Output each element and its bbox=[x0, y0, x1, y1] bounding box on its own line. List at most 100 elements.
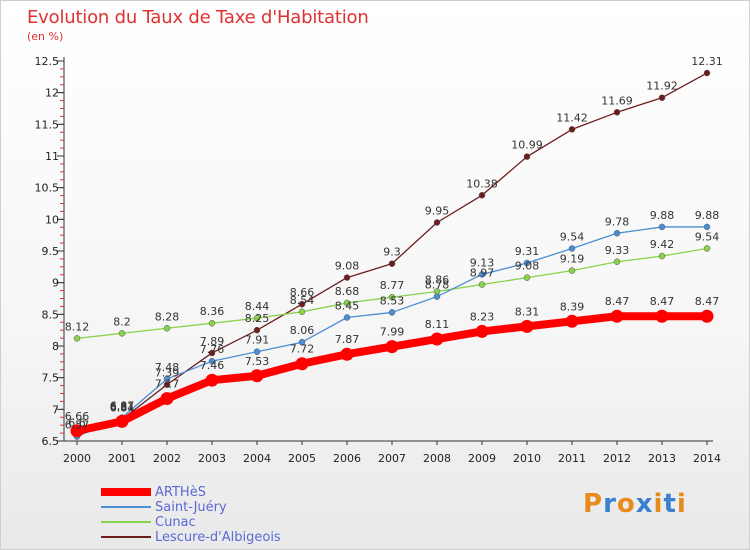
logo-letter: i bbox=[653, 489, 664, 519]
series-2 bbox=[73, 245, 711, 342]
data-label: 6.81 bbox=[110, 400, 135, 413]
data-point bbox=[343, 299, 351, 307]
y-tick-label: 10.5 bbox=[35, 182, 60, 195]
data-label: 8.97 bbox=[470, 267, 495, 280]
data-label: 9.08 bbox=[335, 260, 360, 273]
x-tick-label: 2004 bbox=[243, 452, 271, 465]
data-point bbox=[295, 357, 309, 371]
data-point bbox=[433, 293, 441, 300]
x-tick-label: 2008 bbox=[423, 452, 451, 465]
data-label: 8.54 bbox=[290, 294, 315, 307]
data-point bbox=[298, 338, 306, 346]
legend-swatch bbox=[101, 521, 151, 523]
data-point bbox=[658, 223, 666, 231]
data-point bbox=[343, 314, 351, 321]
data-point bbox=[70, 424, 84, 438]
data-label: 8.78 bbox=[425, 279, 450, 292]
y-tick-label: 12.5 bbox=[35, 55, 60, 68]
logo-letter: r bbox=[603, 489, 617, 519]
chart-subtitle: (en %) bbox=[27, 30, 64, 43]
data-label: 11.69 bbox=[601, 94, 633, 107]
data-label: 6.87 bbox=[110, 400, 135, 413]
y-tick-label: 8 bbox=[52, 340, 59, 353]
x-tick-label: 2002 bbox=[153, 452, 181, 465]
data-point bbox=[73, 335, 81, 342]
data-label: 8.66 bbox=[290, 286, 315, 299]
data-point bbox=[208, 319, 216, 327]
legend-label: Saint-Juéry bbox=[155, 500, 227, 515]
data-point bbox=[298, 308, 306, 316]
data-point bbox=[160, 392, 174, 406]
data-label: 9.54 bbox=[560, 230, 585, 243]
data-point bbox=[703, 69, 711, 77]
data-label: 6.57 bbox=[65, 419, 90, 432]
data-point bbox=[343, 274, 351, 281]
data-label: 7.72 bbox=[290, 343, 315, 356]
y-tick-label: 12 bbox=[45, 87, 59, 100]
x-tick-label: 2007 bbox=[378, 452, 406, 465]
data-point bbox=[613, 109, 621, 116]
data-label: 8.86 bbox=[425, 274, 450, 287]
data-label: 8.28 bbox=[155, 310, 180, 323]
data-point bbox=[208, 357, 216, 365]
data-label: 9.13 bbox=[470, 256, 495, 269]
proxiti-logo: Proxiti bbox=[583, 489, 687, 519]
x-tick-label: 2009 bbox=[468, 452, 496, 465]
y-tick-label: 9.5 bbox=[42, 245, 60, 258]
data-point bbox=[568, 267, 576, 274]
logo-letter: i bbox=[676, 489, 687, 519]
data-point bbox=[520, 319, 534, 333]
data-label: 9.31 bbox=[515, 245, 540, 258]
data-point bbox=[700, 309, 714, 323]
x-tick-label: 2013 bbox=[648, 452, 676, 465]
data-point bbox=[658, 252, 666, 260]
data-label: 6.66 bbox=[65, 410, 90, 423]
data-label: 7.39 bbox=[155, 367, 180, 380]
data-label: 8.12 bbox=[65, 320, 90, 333]
x-tick-label: 2012 bbox=[603, 452, 631, 465]
legend-swatch bbox=[101, 506, 151, 508]
data-label: 8.47 bbox=[650, 295, 675, 308]
data-point bbox=[388, 260, 396, 267]
x-tick-label: 2014 bbox=[693, 452, 721, 465]
data-point bbox=[253, 314, 261, 322]
data-point bbox=[208, 349, 216, 357]
data-label: 9.78 bbox=[605, 215, 630, 228]
data-point bbox=[655, 309, 669, 323]
data-point bbox=[388, 293, 396, 301]
data-label: 8.53 bbox=[380, 294, 405, 307]
data-point bbox=[568, 126, 576, 133]
y-tick-label: 11 bbox=[45, 150, 59, 163]
data-point bbox=[430, 332, 444, 346]
y-tick-label: 10 bbox=[45, 213, 59, 226]
data-label: 9.88 bbox=[650, 209, 675, 222]
data-label: 7.99 bbox=[380, 326, 405, 339]
logo-letter: P bbox=[583, 489, 604, 519]
data-point bbox=[253, 348, 261, 355]
data-label: 7.87 bbox=[335, 333, 360, 346]
data-point bbox=[163, 375, 171, 383]
series-3 bbox=[73, 69, 711, 438]
data-label: 8.68 bbox=[335, 285, 360, 298]
data-label: 8.45 bbox=[335, 300, 360, 313]
data-label: 8.36 bbox=[200, 305, 225, 318]
data-label: 8.23 bbox=[470, 310, 495, 323]
data-label: 8.25 bbox=[245, 312, 270, 325]
data-point bbox=[250, 369, 264, 383]
data-label: 7.17 bbox=[155, 378, 180, 391]
data-point bbox=[613, 258, 621, 266]
data-label: 11.42 bbox=[556, 111, 588, 124]
chart-title: Evolution du Taux de Taxe d'Habitation bbox=[27, 7, 369, 28]
x-tick-label: 2005 bbox=[288, 452, 316, 465]
data-point bbox=[385, 340, 399, 354]
data-point bbox=[568, 245, 576, 252]
legend-swatch bbox=[101, 488, 151, 496]
data-point bbox=[298, 300, 306, 308]
data-point bbox=[478, 192, 486, 199]
data-label: 10.99 bbox=[511, 139, 543, 152]
series-layer bbox=[70, 69, 714, 440]
x-tick-label: 2001 bbox=[108, 452, 136, 465]
data-point bbox=[163, 325, 171, 332]
